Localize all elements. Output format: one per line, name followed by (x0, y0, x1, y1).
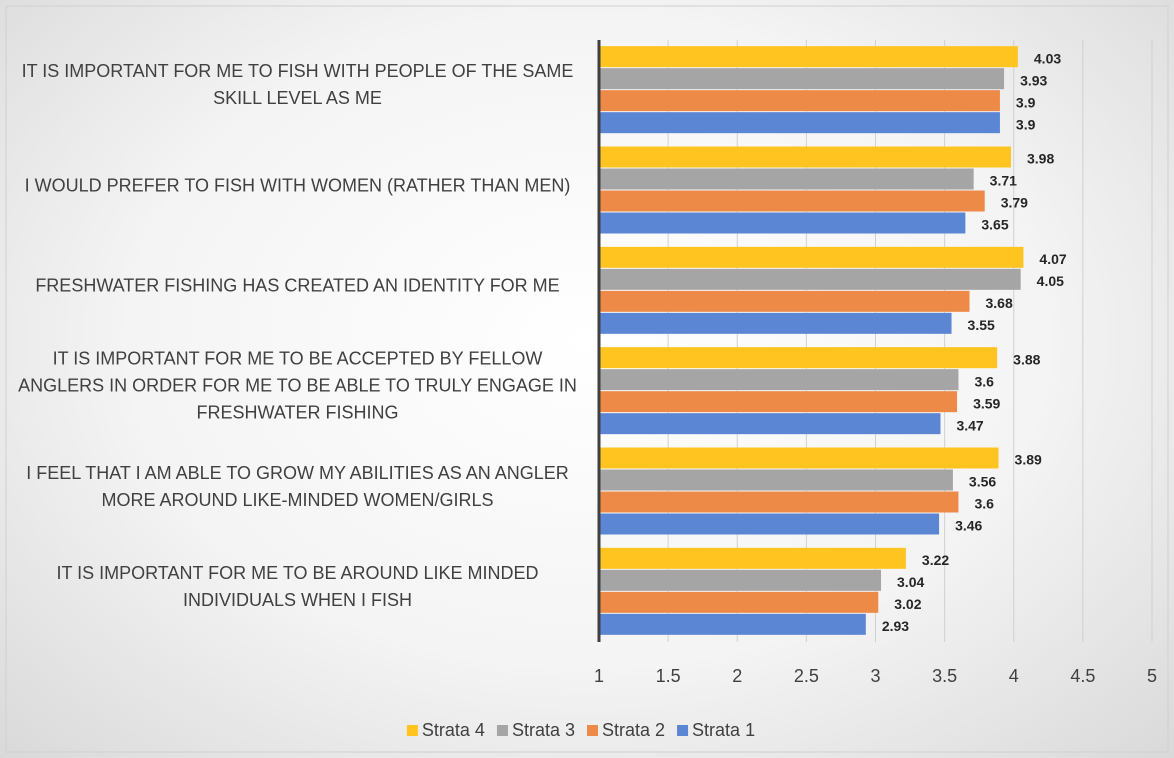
data-label: 3.6 (974, 373, 994, 389)
bar (599, 46, 1018, 68)
category-label: I FEEL THAT I AM ABLE TO GROW MY ABILITI… (26, 462, 569, 510)
data-label: 3.71 (990, 173, 1017, 189)
data-label: 3.04 (897, 574, 924, 590)
category-label: FRESHWATER FISHING HAS CREATED AN IDENTI… (35, 275, 560, 296)
data-label: 3.88 (1013, 351, 1040, 367)
x-tick-label: 4 (1009, 666, 1019, 686)
x-tick-label: 3.5 (932, 666, 957, 686)
legend-swatch (677, 725, 689, 736)
category-label: IT IS IMPORTANT FOR ME TO FISH WITH PEOP… (21, 61, 574, 109)
data-label: 3.22 (922, 552, 949, 568)
legend-swatch (496, 725, 508, 736)
data-label: 3.59 (973, 395, 1000, 411)
x-tick-label: 5 (1147, 666, 1157, 686)
bar (599, 513, 940, 535)
legend-label: Strata 1 (692, 720, 755, 740)
data-label: 3.56 (969, 474, 996, 490)
bar (599, 413, 941, 435)
bar (599, 491, 959, 513)
bar (599, 246, 1024, 268)
bar (599, 68, 1005, 90)
x-tick-label: 3 (870, 666, 880, 686)
data-label: 3.68 (986, 295, 1013, 311)
x-tick-label: 2 (732, 666, 742, 686)
bar (599, 569, 882, 591)
data-label: 3.55 (968, 317, 995, 333)
category-label: IT IS IMPORTANT FOR ME TO BE ACCEPTED BY… (18, 348, 577, 423)
bar (599, 613, 866, 635)
bar (599, 168, 974, 190)
bar (599, 391, 958, 413)
data-label: 3.89 (1015, 452, 1042, 468)
x-tick-label: 4.5 (1070, 666, 1095, 686)
x-tick-label: 2.5 (794, 666, 819, 686)
data-label: 2.93 (882, 618, 909, 634)
bar (599, 447, 999, 469)
legend-swatch (587, 725, 598, 736)
bar (599, 290, 970, 312)
bar (599, 347, 998, 369)
data-label: 4.05 (1037, 273, 1064, 289)
data-label: 3.6 (974, 496, 994, 512)
data-label: 3.9 (1016, 116, 1036, 132)
bar (599, 547, 906, 569)
bar (599, 268, 1021, 290)
data-label: 4.03 (1034, 50, 1061, 66)
bar (599, 112, 1000, 134)
bar (599, 591, 879, 613)
category-label: I WOULD PREFER TO FISH WITH WOMEN (RATHE… (24, 175, 571, 195)
data-label: 3.65 (981, 217, 1008, 233)
data-label: 3.9 (1016, 94, 1036, 110)
bar (599, 146, 1011, 168)
bar (599, 312, 952, 334)
x-tick-label: 1 (594, 666, 604, 686)
legend-label: Strata 2 (602, 720, 665, 740)
bar (599, 90, 1000, 112)
category-label: IT IS IMPORTANT FOR ME TO BE AROUND LIKE… (56, 562, 539, 610)
legend-swatch (406, 725, 418, 736)
bar (599, 190, 985, 212)
data-label: 4.07 (1039, 251, 1066, 267)
bar (599, 469, 953, 491)
data-label: 3.47 (956, 417, 983, 433)
legend-label: Strata 3 (512, 720, 575, 740)
data-label: 3.02 (894, 596, 921, 612)
data-label: 3.93 (1020, 72, 1047, 88)
data-label: 3.98 (1027, 151, 1054, 167)
bar (599, 212, 966, 234)
x-tick-label: 1.5 (656, 666, 681, 686)
chart-border (5, 5, 1169, 753)
bar (599, 369, 959, 391)
legend-label: Strata 4 (422, 720, 485, 740)
data-label: 3.79 (1001, 195, 1028, 211)
data-label: 3.46 (955, 518, 982, 534)
